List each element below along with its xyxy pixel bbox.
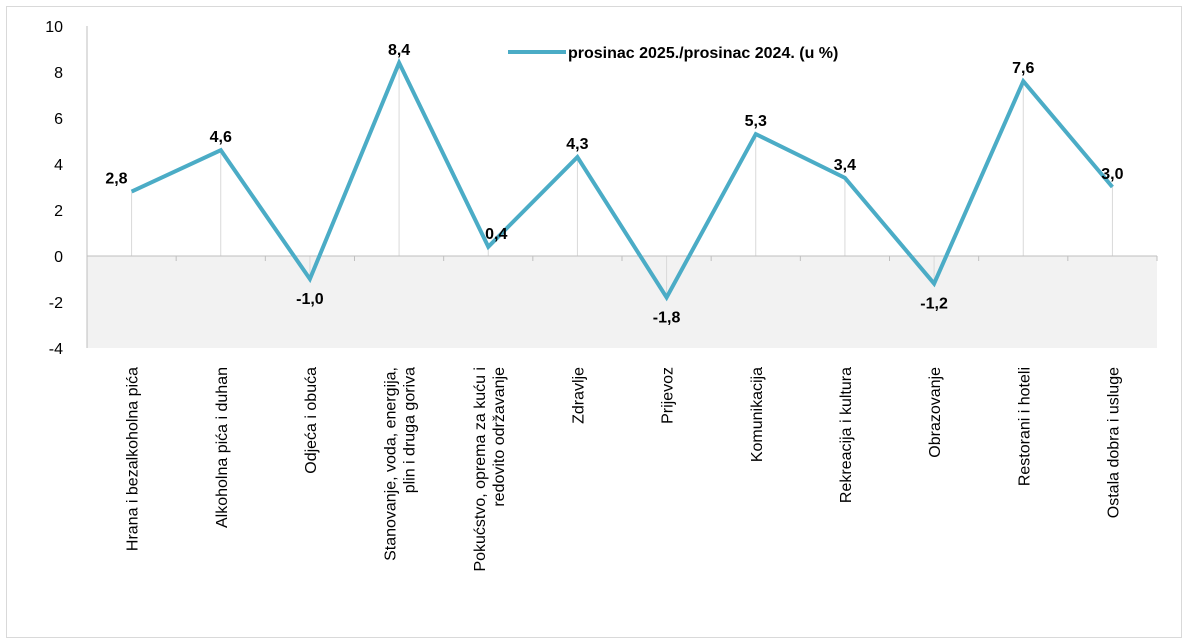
- x-tick-label: Restorani i hoteli: [1016, 367, 1033, 486]
- data-label: 3,4: [834, 157, 856, 174]
- y-tick-label: 4: [54, 157, 63, 174]
- x-tick-label: Odjeća i obuća: [303, 367, 320, 474]
- data-label: 8,4: [388, 42, 410, 59]
- x-tick-label: Hrana i bezalkoholna pića: [125, 367, 142, 551]
- x-tick-label: redovito održavanje: [491, 367, 508, 507]
- data-label: -1,2: [920, 296, 948, 313]
- negative-value-band: [87, 256, 1157, 348]
- data-label: 4,3: [566, 136, 588, 153]
- legend: prosinac 2025./prosinac 2024. (u %): [508, 45, 838, 62]
- y-tick-label: 8: [54, 65, 63, 82]
- series-line: [130, 57, 1114, 302]
- data-label: -1,8: [653, 309, 681, 326]
- data-labels: 2,8 4,6 -1,0 8,4 0,4 4,3 -1,8 5,3 3,4 -1,2 7,6 3,0: [105, 42, 1123, 327]
- y-tick-label: -4: [49, 341, 63, 358]
- legend-label: prosinac 2025./prosinac 2024. (u %): [568, 45, 838, 62]
- x-tick-label: Alkoholna pića i duhan: [214, 367, 231, 528]
- x-tick-label: Komunikacija: [749, 367, 766, 462]
- x-tick-label: Pokućstvo, oprema za kuću i: [472, 367, 489, 572]
- drop-lines: [86, 62, 1158, 298]
- data-label: 2,8: [105, 171, 127, 188]
- y-tick-label: 0: [54, 249, 63, 266]
- chart-frame: [6, 6, 1182, 638]
- x-tick-label: Rekreacija i kultura: [838, 367, 855, 503]
- data-label: 4,6: [210, 129, 232, 146]
- y-tick-label: 2: [54, 203, 63, 220]
- data-label: 7,6: [1012, 60, 1034, 77]
- y-tick-label: -2: [49, 295, 63, 312]
- x-tick-label: Obrazovanje: [927, 367, 944, 458]
- data-label: 5,3: [745, 113, 767, 130]
- data-label: 3,0: [1101, 166, 1123, 183]
- x-tick-label: Ostala dobra i usluge: [1105, 367, 1122, 518]
- x-tick-label: Stanovanje, voda, energija,: [383, 367, 400, 561]
- data-label: 0,4: [485, 226, 507, 243]
- x-tick-label: Zdravlje: [570, 367, 587, 424]
- y-tick-label: 6: [54, 111, 63, 128]
- x-tick-labels: Hrana i bezalkoholna pića Alkoholna pića …: [125, 367, 1123, 572]
- y-tick-labels: -4 -2 0 2 4 6 8 10: [45, 19, 63, 358]
- data-label: -1,0: [296, 291, 324, 308]
- y-tick-label: 10: [45, 19, 63, 36]
- x-tick-label: plin i druga goriva: [402, 367, 419, 493]
- x-tick-label: Prijevoz: [660, 367, 677, 424]
